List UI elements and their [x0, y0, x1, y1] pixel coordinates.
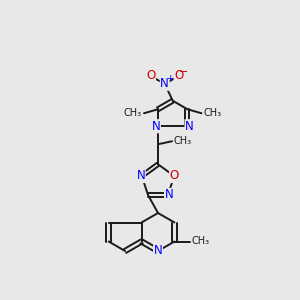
Text: O: O [169, 169, 179, 182]
Text: CH₃: CH₃ [174, 136, 192, 146]
Text: −: − [179, 67, 188, 77]
Text: CH₃: CH₃ [191, 236, 210, 247]
Text: O: O [146, 69, 155, 82]
Text: O: O [174, 69, 183, 82]
Text: N: N [154, 244, 162, 257]
Text: CH₃: CH₃ [203, 108, 222, 118]
Text: CH₃: CH₃ [124, 108, 142, 118]
Text: N: N [165, 188, 173, 202]
Text: +: + [166, 74, 173, 83]
Text: N: N [136, 169, 145, 182]
Text: N: N [152, 120, 160, 133]
Text: N: N [185, 120, 194, 133]
Text: N: N [160, 77, 169, 90]
